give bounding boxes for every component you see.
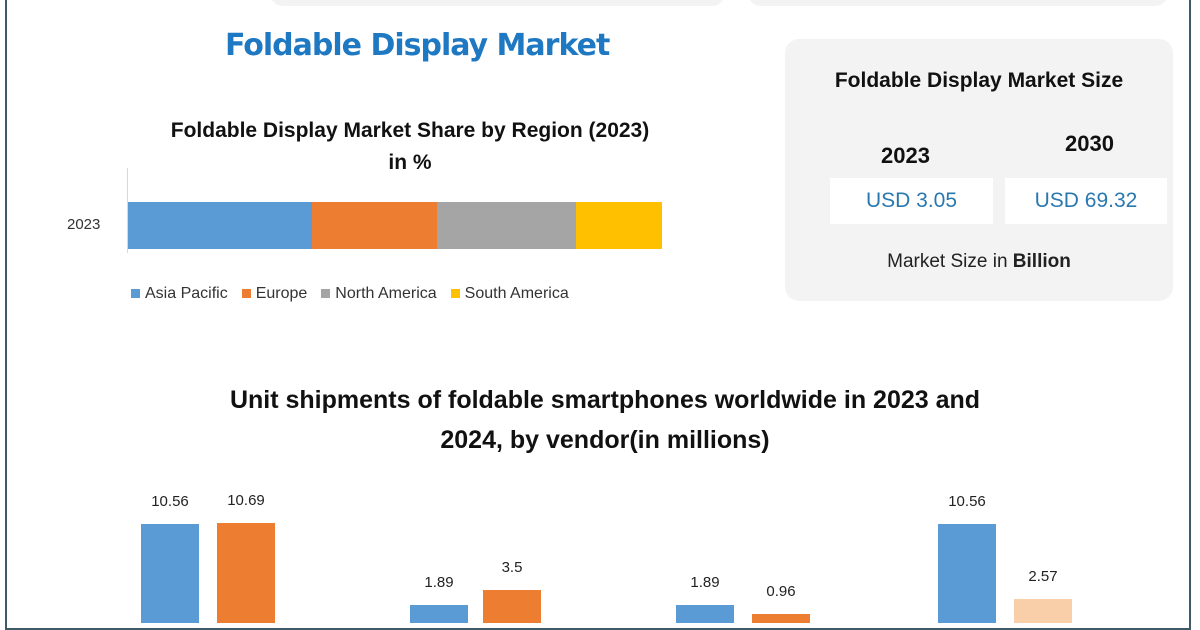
legend-swatch — [450, 289, 460, 299]
market-size-year-2023: 2023 — [881, 143, 930, 168]
bar-segment-asia-pacific — [128, 202, 313, 249]
share-chart-category-label: 2023 — [67, 216, 101, 233]
market-size-card: Foldable Display Market Size 2023 2030 U… — [785, 39, 1173, 301]
page-title: Foldable Display Market — [225, 28, 610, 63]
shipment-bar-label: 10.69 — [227, 492, 265, 510]
share-chart-title: Foldable Display Market Share by Region … — [120, 115, 700, 179]
market-size-value-2023: USD 3.05 — [830, 178, 993, 224]
legend-item: Europe — [241, 285, 308, 303]
shipments-chart-title-line1: Unit shipments of foldable smartphones w… — [229, 386, 981, 414]
share-chart-axis — [127, 168, 128, 253]
legend-label: Europe — [255, 285, 308, 302]
legend-label: Asia Pacific — [145, 285, 228, 302]
top-card-right — [748, 0, 1168, 6]
legend-item: North America — [321, 285, 437, 303]
shipment-bar — [1014, 598, 1072, 623]
bar-segment-europe — [312, 202, 438, 249]
legend-label: North America — [335, 285, 437, 302]
bar-segment-north-america — [437, 202, 576, 249]
shipments-chart-title: Unit shipments of foldable smartphones w… — [150, 380, 1060, 460]
shipments-chart-title-line2: 2024, by vendor(in millions) — [440, 426, 770, 454]
legend-label: South America — [464, 285, 569, 302]
shipment-bar — [938, 524, 996, 623]
shipment-bar-label: 10.56 — [151, 493, 189, 511]
legend-item: Asia Pacific — [131, 285, 228, 303]
legend-swatch — [321, 289, 331, 299]
shipment-bar-label: 2.57 — [1028, 567, 1058, 585]
legend-swatch — [131, 289, 140, 299]
top-card-left — [270, 0, 725, 6]
shipment-bar-label: 1.89 — [424, 574, 454, 592]
market-size-year-2030: 2030 — [1065, 131, 1114, 156]
market-size-note-unit: Billion — [1012, 251, 1071, 272]
share-chart-title-line2: in % — [388, 151, 432, 174]
bar-segment-south-america — [576, 202, 662, 249]
market-size-note: Market Size in Billion — [785, 251, 1173, 273]
legend-swatch — [241, 289, 251, 299]
shipment-bar-label: 1.89 — [690, 574, 720, 592]
shipment-bar — [217, 523, 275, 623]
shipment-bar — [483, 590, 541, 623]
shipment-bar — [141, 524, 199, 623]
shipment-bar-label: 0.96 — [766, 583, 796, 601]
market-size-heading: Foldable Display Market Size — [834, 69, 1124, 92]
shipment-bar — [752, 614, 810, 623]
shipment-bar — [676, 605, 734, 623]
shipment-bar-label: 3.5 — [501, 559, 523, 577]
shipment-bar-label: 10.56 — [948, 493, 986, 511]
market-size-note-text: Market Size in — [887, 251, 1013, 272]
market-size-value-2030: USD 69.32 — [1005, 178, 1167, 224]
legend-item: South America — [450, 285, 569, 303]
shipment-bar — [410, 605, 468, 623]
share-chart-title-line1: Foldable Display Market Share by Region … — [170, 119, 650, 142]
share-chart-legend: Asia Pacific Europe North America South Ame… — [131, 285, 569, 303]
